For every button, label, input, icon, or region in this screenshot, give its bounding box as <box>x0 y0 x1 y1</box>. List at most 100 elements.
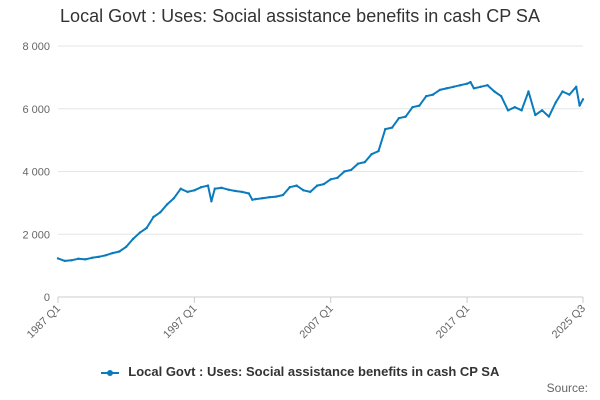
data-point[interactable] <box>554 101 557 104</box>
data-point[interactable] <box>165 203 169 206</box>
series-line[interactable] <box>57 81 584 262</box>
data-point[interactable] <box>118 250 121 253</box>
data-point[interactable] <box>138 231 142 234</box>
data-point[interactable] <box>315 184 319 187</box>
data-point[interactable] <box>288 185 292 189</box>
data-point[interactable] <box>240 190 244 194</box>
data-point[interactable] <box>104 254 107 257</box>
data-point[interactable] <box>418 104 421 107</box>
data-point[interactable] <box>247 192 251 195</box>
x-tick-label: 2017 Q1 <box>434 303 472 341</box>
x-tick-label: 1987 Q1 <box>25 303 63 341</box>
data-point[interactable] <box>506 109 510 112</box>
data-point[interactable] <box>152 215 155 219</box>
data-point[interactable] <box>581 98 585 101</box>
data-point[interactable] <box>295 184 298 187</box>
data-point[interactable] <box>343 170 346 173</box>
data-point[interactable] <box>452 85 455 88</box>
data-point[interactable] <box>186 190 189 194</box>
data-point[interactable] <box>459 84 462 87</box>
data-point[interactable] <box>561 90 564 93</box>
data-point[interactable] <box>329 178 332 181</box>
legend[interactable]: Local Govt : Uses: Social assistance ben… <box>0 364 600 379</box>
y-tick-label: 2 000 <box>22 229 50 241</box>
data-point[interactable] <box>70 259 73 262</box>
y-tick-label: 4 000 <box>22 167 50 179</box>
data-point[interactable] <box>63 259 67 263</box>
data-point[interactable] <box>568 93 571 96</box>
data-point[interactable] <box>527 90 530 93</box>
data-point[interactable] <box>199 185 203 189</box>
legend-label: Local Govt : Uses: Social assistance ben… <box>128 364 500 379</box>
data-point[interactable] <box>322 182 326 186</box>
data-point[interactable] <box>493 90 496 93</box>
data-point[interactable] <box>513 105 517 109</box>
data-point[interactable] <box>213 187 217 190</box>
data-point[interactable] <box>220 186 223 190</box>
data-point[interactable] <box>206 184 210 187</box>
data-point[interactable] <box>574 85 578 88</box>
data-point[interactable] <box>411 105 414 109</box>
data-point[interactable] <box>210 200 213 203</box>
data-point[interactable] <box>486 84 489 87</box>
data-point[interactable] <box>431 93 435 96</box>
data-point[interactable] <box>254 197 257 201</box>
data-point[interactable] <box>377 149 380 153</box>
source-label: Source: <box>546 381 588 395</box>
data-point[interactable] <box>251 198 254 201</box>
data-point[interactable] <box>234 189 237 193</box>
data-point[interactable] <box>336 176 339 179</box>
data-point[interactable] <box>227 188 230 191</box>
data-point[interactable] <box>302 189 305 192</box>
data-point[interactable] <box>159 211 162 214</box>
data-point[interactable] <box>404 115 407 118</box>
data-point[interactable] <box>465 82 469 85</box>
data-point[interactable] <box>363 160 367 164</box>
y-tick-label: 8 000 <box>22 41 50 53</box>
data-point[interactable] <box>438 88 442 92</box>
y-tick-label: 0 <box>44 292 50 304</box>
data-point[interactable] <box>356 162 360 165</box>
data-point[interactable] <box>274 195 278 198</box>
data-point[interactable] <box>445 87 448 90</box>
x-tick-label: 2007 Q1 <box>298 303 336 341</box>
data-point[interactable] <box>384 127 387 131</box>
data-point[interactable] <box>540 109 544 112</box>
data-point[interactable] <box>281 193 285 197</box>
data-point[interactable] <box>534 113 537 117</box>
data-point[interactable] <box>131 237 135 241</box>
data-point[interactable] <box>124 245 128 248</box>
y-tick-label: 6 000 <box>22 104 50 116</box>
data-point[interactable] <box>349 168 353 172</box>
data-point[interactable] <box>111 251 114 255</box>
data-point[interactable] <box>193 189 196 192</box>
data-point[interactable] <box>472 87 476 90</box>
data-point[interactable] <box>479 85 482 88</box>
data-point[interactable] <box>172 196 176 200</box>
data-point[interactable] <box>397 116 401 120</box>
data-point[interactable] <box>261 196 264 200</box>
data-point[interactable] <box>145 226 148 230</box>
x-tick-label: 1997 Q1 <box>161 303 199 341</box>
data-point[interactable] <box>268 196 271 199</box>
gridlines <box>58 45 583 235</box>
data-point[interactable] <box>77 257 80 260</box>
data-point[interactable] <box>179 187 182 190</box>
data-point[interactable] <box>97 255 101 259</box>
data-point[interactable] <box>370 153 373 156</box>
legend-swatch-icon <box>100 369 119 376</box>
data-point[interactable] <box>547 115 551 118</box>
data-point[interactable] <box>84 258 87 261</box>
data-point[interactable] <box>578 104 581 107</box>
data-point[interactable] <box>90 256 94 259</box>
data-point[interactable] <box>469 80 472 84</box>
data-point[interactable] <box>499 95 503 98</box>
data-point[interactable] <box>309 190 312 194</box>
data-point[interactable] <box>56 257 60 260</box>
x-tick-label: 2025 Q3 <box>550 303 588 341</box>
series-group <box>56 80 585 263</box>
data-point[interactable] <box>390 126 394 129</box>
data-point[interactable] <box>424 95 428 98</box>
data-point[interactable] <box>520 109 523 112</box>
